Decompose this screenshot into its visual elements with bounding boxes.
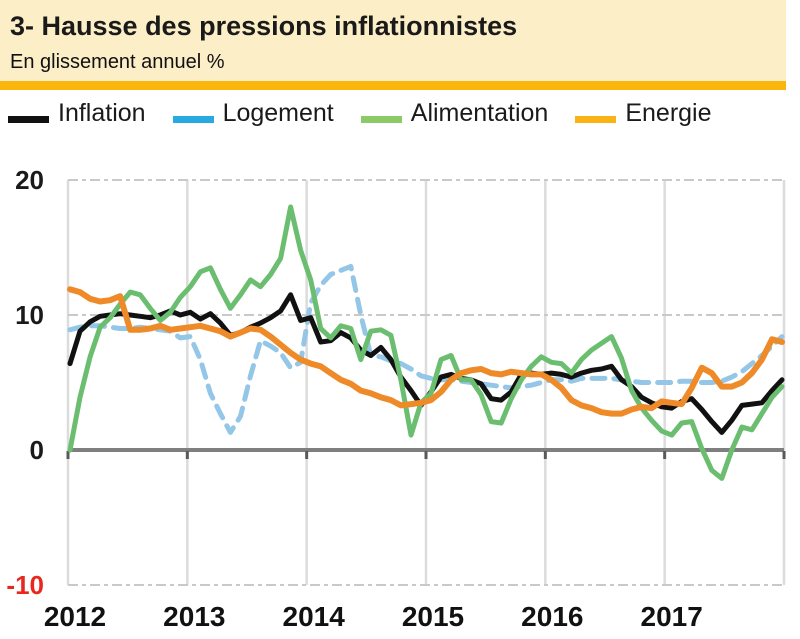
legend-label-alimentation: Alimentation: [410, 99, 549, 127]
page-title: 3- Hausse des pressions inflationnistes: [10, 11, 518, 41]
legend-item-inflation: Inflation: [8, 99, 146, 127]
chart: 20 10 0 -10 2012 2013 2014 2015 2016 2017: [0, 145, 800, 639]
x-tick-label: 2014: [283, 601, 346, 632]
accent-bar: [0, 81, 786, 90]
energie-line-swatch: [575, 116, 617, 123]
x-tick-label: 2017: [641, 601, 703, 632]
series-line-alimentation: [67, 204, 785, 481]
alimentation-line-swatch: [360, 116, 402, 123]
y-tick-label: 10: [15, 300, 44, 330]
x-tick-label: 2012: [44, 601, 106, 632]
header: 3- Hausse des pressions inflationnistes …: [0, 0, 786, 81]
x-tick-label: 2013: [163, 601, 225, 632]
x-tick-label: 2016: [521, 601, 583, 632]
chart-legend: Inflation Logement Alimentation Energie: [8, 99, 739, 127]
legend-label-inflation: Inflation: [58, 99, 146, 127]
legend-label-logement: Logement: [222, 99, 334, 127]
page-subtitle: En glissement annuel %: [10, 51, 225, 73]
legend-item-energie: Energie: [575, 99, 712, 127]
legend-label-energie: Energie: [625, 99, 712, 127]
inflation-line-swatch: [8, 116, 49, 123]
x-tick-label: 2015: [402, 601, 464, 632]
legend-item-alimentation: Alimentation: [360, 99, 549, 127]
legend-item-logement: Logement: [172, 99, 334, 127]
y-tick-label: 20: [15, 165, 44, 195]
logement-line-swatch: [172, 116, 214, 123]
y-tick-label: -10: [6, 570, 44, 600]
series-line-logement: [67, 263, 785, 435]
y-tick-label: 0: [30, 435, 44, 465]
series-line-energie: [67, 286, 785, 417]
